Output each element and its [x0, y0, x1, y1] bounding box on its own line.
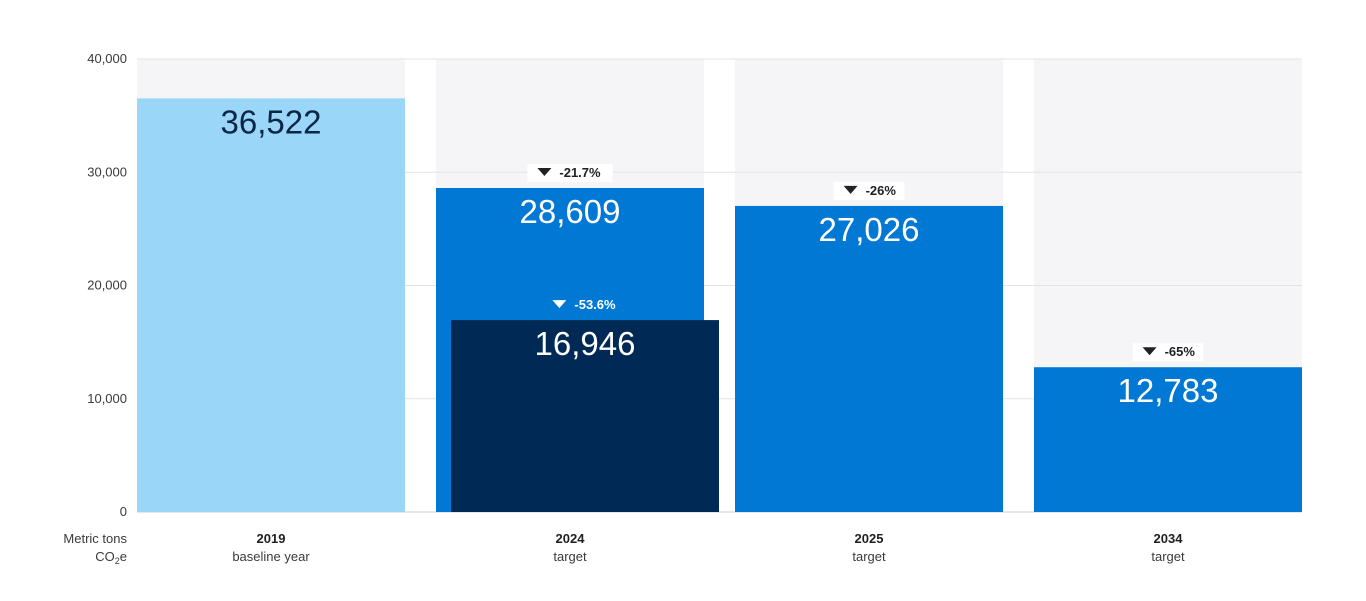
bar-group: 12,783 -65% [1034, 343, 1302, 512]
unit-co: CO [95, 549, 115, 564]
unit-e: e [120, 549, 127, 564]
x-category-sublabel: baseline year [232, 549, 310, 564]
x-category-sublabel: target [852, 549, 886, 564]
bars: 36,522 28,609 -21.7% 16,946 -53.6% 27,026 -26%… [137, 98, 1302, 513]
y-axis-unit-label: Metric tons CO2e [63, 531, 127, 566]
x-category-year: 2034 [1154, 531, 1184, 546]
y-tick-label: 40,000 [87, 51, 127, 66]
change-percent-label: -21.7% [559, 165, 601, 180]
bar-value-label: 28,609 [520, 193, 621, 230]
bar-group: 16,946 -53.6% [451, 297, 719, 512]
unit-line-1: Metric tons [63, 531, 127, 546]
down-triangle-icon [537, 168, 552, 177]
bar-value-label: 16,946 [535, 325, 636, 362]
bar [451, 320, 719, 512]
x-category-sublabel: target [553, 549, 587, 564]
y-tick-label: 0 [120, 504, 127, 519]
bar-value-label: 36,522 [221, 103, 322, 140]
bar-value-label: 12,783 [1118, 372, 1219, 409]
y-tick-label: 10,000 [87, 391, 127, 406]
x-axis: 2019 baseline year 2024 target 2025 target 203… [232, 531, 1185, 564]
bar-group: 36,522 [137, 98, 405, 512]
x-category-year: 2024 [556, 531, 586, 546]
x-category-year: 2025 [855, 531, 884, 546]
y-tick-label: 30,000 [87, 164, 127, 179]
change-percent-label: -26% [866, 183, 897, 198]
change-percent-label: -53.6% [574, 297, 616, 312]
x-category-year: 2019 [257, 531, 286, 546]
down-triangle-icon [552, 300, 567, 309]
bar [137, 98, 405, 512]
down-triangle-icon [843, 185, 858, 194]
down-triangle-icon [1142, 347, 1157, 356]
bar [735, 205, 1003, 513]
unit-subscript-2: 2 [115, 556, 120, 566]
change-percent-label: -65% [1165, 344, 1196, 359]
x-category-sublabel: target [1151, 549, 1185, 564]
unit-line-2: CO2e [95, 549, 127, 566]
y-axis: 0 10,000 20,000 30,000 40,000 [87, 51, 127, 519]
bar [1034, 367, 1302, 512]
y-tick-label: 20,000 [87, 278, 127, 293]
bar-group: 27,026 -26% [735, 181, 1003, 513]
bar-value-label: 27,026 [819, 211, 920, 248]
